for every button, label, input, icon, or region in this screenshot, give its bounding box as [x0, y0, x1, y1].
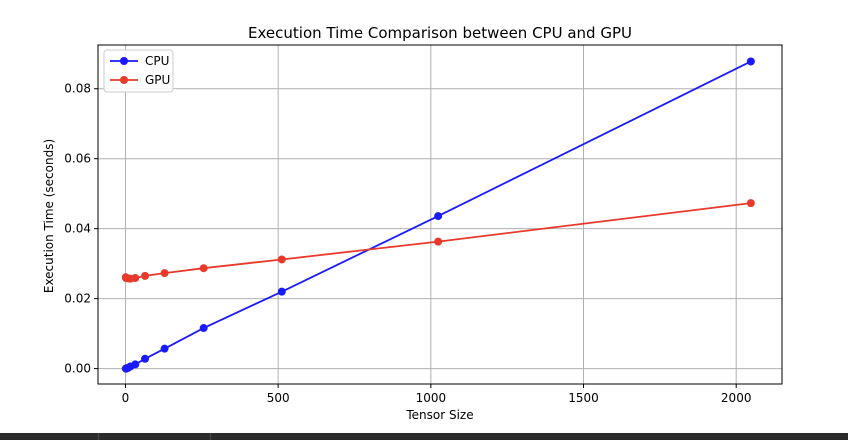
series-layer [121, 57, 755, 373]
gpu-data-point [199, 264, 208, 273]
gpu-data-point [160, 269, 169, 278]
y-tick-label: 0.04 [64, 222, 91, 236]
x-tick-label: 1000 [416, 391, 447, 405]
legend: CPU GPU [103, 49, 174, 93]
x-tick-label: 0 [122, 391, 130, 405]
x-axis-label: Tensor Size [405, 408, 473, 422]
cpu-data-point [199, 324, 208, 333]
y-axis-ticks: 0.00 0.02 0.04 0.06 0.08 [64, 82, 98, 376]
gpu-legend-marker [120, 76, 128, 84]
x-tick-label: 2000 [721, 391, 752, 405]
cpu-legend-label: CPU [145, 54, 169, 68]
cpu-legend-marker [120, 57, 128, 65]
bottom-bar-divider [210, 433, 211, 440]
cpu-data-point [746, 57, 755, 66]
plot-frame [97, 44, 783, 385]
x-tick-label: 500 [267, 391, 290, 405]
x-axis-ticks: 0 500 1000 1500 2000 [122, 384, 752, 405]
bottom-bar-divider [98, 433, 99, 440]
cpu-data-point [160, 344, 169, 353]
cpu-data-point [277, 287, 286, 296]
y-tick-label: 0.06 [64, 152, 91, 166]
cpu-data-point [131, 360, 140, 369]
bottom-bar [0, 433, 848, 440]
gpu-data-point [746, 199, 755, 208]
gpu-data-point [434, 237, 443, 246]
y-tick-label: 0.02 [64, 292, 91, 306]
gpu-data-point [141, 271, 150, 280]
y-axis-label: Execution Time (seconds) [42, 139, 56, 293]
x-tick-label: 1500 [568, 391, 599, 405]
grid [98, 45, 782, 384]
cpu-data-point [434, 212, 443, 221]
y-tick-label: 0.08 [64, 82, 91, 96]
gpu-data-point [131, 273, 140, 282]
y-tick-label: 0.00 [64, 362, 91, 376]
gpu-legend-label: GPU [145, 73, 170, 87]
gpu-data-point [277, 255, 286, 264]
chart-title: Execution Time Comparison between CPU an… [248, 24, 632, 42]
cpu-data-point [141, 354, 150, 363]
